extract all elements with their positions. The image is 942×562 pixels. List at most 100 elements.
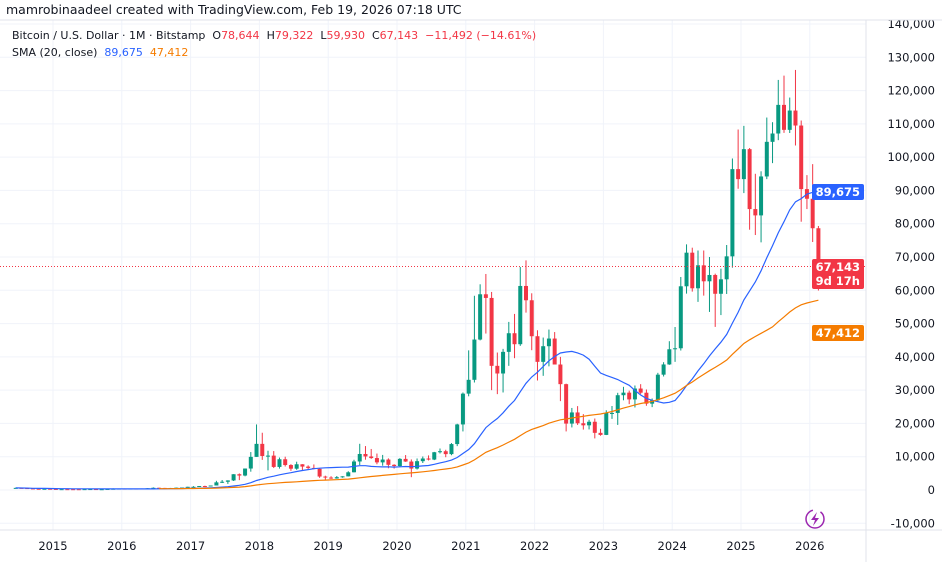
candle-body bbox=[770, 133, 775, 142]
open-label: O bbox=[212, 29, 222, 42]
x-tick-label: 2023 bbox=[589, 539, 618, 553]
x-tick-label: 2020 bbox=[382, 539, 411, 553]
x-tick-label: 2019 bbox=[314, 539, 343, 553]
candle-body bbox=[30, 488, 35, 490]
candle-body bbox=[598, 432, 603, 435]
candle-body bbox=[764, 141, 769, 177]
candle-body bbox=[552, 338, 557, 365]
x-tick-label: 2016 bbox=[107, 539, 136, 553]
y-tick-label: 120,000 bbox=[887, 84, 935, 98]
candle-body bbox=[506, 333, 511, 352]
x-tick-label: 2015 bbox=[38, 539, 67, 553]
x-tick-label: 2026 bbox=[795, 539, 824, 553]
candle-body bbox=[472, 339, 477, 380]
candle-body bbox=[495, 365, 500, 374]
candle-body bbox=[369, 456, 374, 459]
candle-body bbox=[191, 486, 196, 488]
symbol-legend-row[interactable]: Bitcoin / U.S. Dollar · 1M · Bitstamp O7… bbox=[12, 27, 536, 44]
candle-body bbox=[661, 364, 666, 375]
candle-body bbox=[489, 297, 494, 366]
candle-body bbox=[76, 489, 81, 491]
candle-body bbox=[225, 480, 230, 482]
candle-body bbox=[546, 338, 551, 347]
sma-label: SMA (20, close) bbox=[12, 46, 98, 59]
chart-legend: Bitcoin / U.S. Dollar · 1M · Bitstamp O7… bbox=[12, 27, 536, 61]
candle-body bbox=[690, 252, 695, 289]
candle-body bbox=[65, 489, 70, 491]
sma-value-orange: 47,412 bbox=[149, 46, 189, 59]
candle-body bbox=[558, 364, 563, 385]
candle-body bbox=[99, 489, 104, 491]
low-label: L bbox=[320, 29, 327, 42]
candle-body bbox=[329, 477, 334, 479]
low-value: 59,930 bbox=[326, 29, 365, 42]
candle-body bbox=[713, 274, 718, 294]
candle-body bbox=[615, 395, 620, 413]
candle-body bbox=[300, 464, 305, 467]
sma-blue-price-badge: 89,675 bbox=[811, 184, 864, 200]
sma-20-line bbox=[15, 191, 819, 490]
candle-body bbox=[753, 209, 758, 216]
candle-body bbox=[627, 392, 632, 400]
candle-body bbox=[266, 455, 270, 457]
x-tick-label: 2025 bbox=[726, 539, 755, 553]
y-tick-label: 80,000 bbox=[895, 217, 935, 231]
lightning-bolt-icon-glyph bbox=[811, 512, 819, 526]
candle-body bbox=[587, 421, 592, 426]
candle-body bbox=[220, 481, 225, 483]
candle-body bbox=[541, 346, 546, 362]
y-tick-label: 100,000 bbox=[887, 150, 935, 164]
candle-body bbox=[397, 458, 402, 467]
candle-body bbox=[696, 265, 700, 289]
candle-body bbox=[730, 169, 735, 257]
candle-body bbox=[202, 486, 207, 488]
sma-value-blue: 89,675 bbox=[104, 46, 143, 59]
candle-body bbox=[254, 443, 259, 457]
candle-body bbox=[306, 466, 311, 468]
x-tick-label: 2021 bbox=[451, 539, 480, 553]
candle-body bbox=[71, 489, 76, 491]
candle-body bbox=[718, 279, 723, 294]
candle-body bbox=[380, 459, 385, 463]
y-tick-label: 90,000 bbox=[895, 183, 935, 197]
candle-body bbox=[288, 465, 293, 469]
candle-body bbox=[53, 488, 58, 490]
candle-body bbox=[810, 198, 815, 229]
close-label: C bbox=[371, 29, 380, 42]
candle-body bbox=[776, 104, 781, 134]
y-tick-label: 0 bbox=[928, 483, 935, 497]
candle-body bbox=[678, 286, 683, 349]
x-tick-label: 2017 bbox=[176, 539, 205, 553]
candle-body bbox=[283, 459, 288, 466]
candle-body bbox=[277, 459, 282, 467]
change-value: −11,492 (−14.61%) bbox=[425, 29, 537, 42]
candle-body bbox=[415, 461, 420, 469]
candle-body bbox=[59, 489, 64, 491]
y-tick-label: 110,000 bbox=[887, 117, 935, 131]
candle-body bbox=[736, 169, 741, 180]
candle-body bbox=[197, 486, 202, 488]
candle-body bbox=[260, 443, 265, 456]
y-tick-label: 20,000 bbox=[895, 416, 935, 430]
candle-body bbox=[799, 125, 804, 190]
x-tick-label: 2022 bbox=[520, 539, 549, 553]
candle-body bbox=[243, 468, 248, 476]
candle-body bbox=[501, 351, 506, 374]
last-price-badge: 67,143 9d 17h bbox=[811, 259, 864, 289]
last-price: 67,143 bbox=[815, 260, 860, 274]
candle-body bbox=[357, 453, 362, 462]
lightning-bolt-icon bbox=[805, 509, 825, 529]
candle-body bbox=[673, 348, 678, 350]
candle-body bbox=[340, 476, 345, 478]
sma-legend-row[interactable]: SMA (20, close) 89,675 47,412 bbox=[12, 44, 536, 61]
candle-body bbox=[707, 274, 712, 282]
candle-body bbox=[564, 384, 569, 424]
sma-orange-line bbox=[159, 299, 819, 490]
candle-body bbox=[231, 474, 236, 481]
candle-body bbox=[42, 488, 47, 490]
candle-body bbox=[363, 453, 368, 457]
candle-body bbox=[455, 424, 460, 445]
candle-body bbox=[271, 455, 276, 467]
candle-body bbox=[793, 110, 798, 126]
